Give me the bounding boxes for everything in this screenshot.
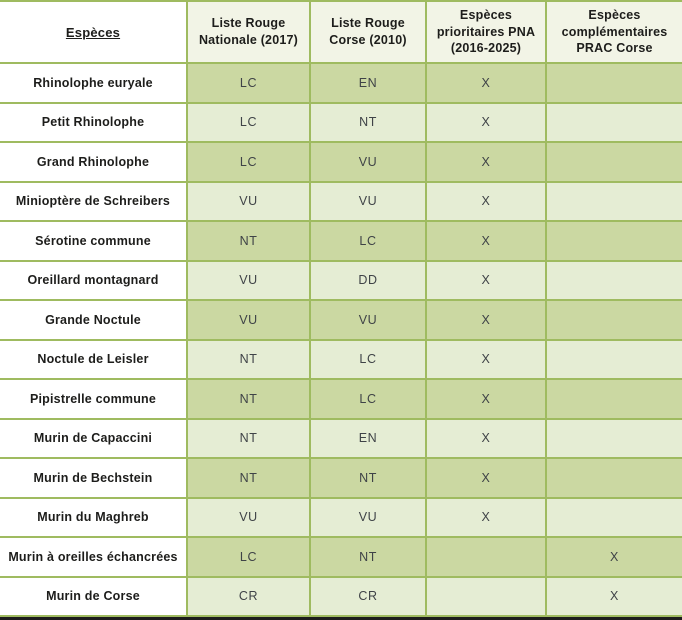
prac-cell	[547, 459, 682, 497]
liste-rouge-corse-cell: VU	[311, 143, 425, 181]
pna-cell: X	[427, 459, 545, 497]
header-especes-complementaires-prac: Espèces complémentaires PRAC Corse	[547, 2, 682, 62]
prac-cell	[547, 301, 682, 339]
species-name-cell: Sérotine commune	[0, 222, 186, 260]
liste-rouge-corse-cell: NT	[311, 103, 425, 141]
species-name-cell: Grand Rhinolophe	[0, 143, 186, 181]
pna-cell: X	[427, 380, 545, 418]
pna-cell	[427, 577, 545, 615]
liste-rouge-corse-cell: NT	[311, 459, 425, 497]
prac-cell: X	[547, 577, 682, 615]
liste-rouge-corse-cell: VU	[311, 301, 425, 339]
species-name-cell: Murin de Corse	[0, 577, 186, 615]
liste-rouge-corse-cell: NT	[311, 538, 425, 576]
liste-rouge-corse-cell: CR	[311, 577, 425, 615]
liste-rouge-corse-cell: LC	[311, 222, 425, 260]
liste-rouge-nationale-cell: NT	[188, 380, 309, 418]
liste-rouge-nationale-cell: NT	[188, 459, 309, 497]
prac-cell	[547, 261, 682, 299]
header-liste-rouge-corse: Liste Rouge Corse (2010)	[311, 2, 425, 62]
pna-cell: X	[427, 498, 545, 536]
prac-cell	[547, 498, 682, 536]
header-liste-rouge-nationale-label: Liste Rouge Nationale (2017)	[198, 16, 299, 47]
liste-rouge-nationale-cell: VU	[188, 301, 309, 339]
header-especes-prioritaires-pna-label: Espèces prioritaires PNA (2016-2025)	[436, 7, 536, 56]
species-name-cell: Petit Rhinolophe	[0, 103, 186, 141]
species-name-cell: Minioptère de Schreibers	[0, 182, 186, 220]
liste-rouge-corse-cell: EN	[311, 419, 425, 457]
pna-cell: X	[427, 143, 545, 181]
liste-rouge-nationale-cell: LC	[188, 143, 309, 181]
species-name-cell: Grande Noctule	[0, 301, 186, 339]
prac-cell	[547, 222, 682, 260]
prac-cell: X	[547, 538, 682, 576]
liste-rouge-corse-cell: EN	[311, 64, 425, 102]
bottom-edge	[0, 617, 682, 620]
prac-cell	[547, 340, 682, 378]
pna-cell: X	[427, 340, 545, 378]
liste-rouge-nationale-cell: VU	[188, 182, 309, 220]
liste-rouge-nationale-cell: VU	[188, 498, 309, 536]
species-name-cell: Pipistrelle commune	[0, 380, 186, 418]
species-name-cell: Murin à oreilles échancrées	[0, 538, 186, 576]
species-name-cell: Noctule de Leisler	[0, 340, 186, 378]
prac-cell	[547, 64, 682, 102]
pna-cell: X	[427, 222, 545, 260]
liste-rouge-corse-cell: DD	[311, 261, 425, 299]
liste-rouge-nationale-cell: LC	[188, 64, 309, 102]
species-name-cell: Rhinolophe euryale	[0, 64, 186, 102]
liste-rouge-corse-cell: LC	[311, 380, 425, 418]
species-name-cell: Oreillard montagnard	[0, 261, 186, 299]
liste-rouge-corse-cell: LC	[311, 340, 425, 378]
prac-cell	[547, 419, 682, 457]
liste-rouge-nationale-cell: CR	[188, 577, 309, 615]
liste-rouge-corse-cell: VU	[311, 182, 425, 220]
liste-rouge-corse-cell: VU	[311, 498, 425, 536]
header-species-label: Espèces	[65, 24, 121, 40]
prac-cell	[547, 380, 682, 418]
header-especes-prioritaires-pna: Espèces prioritaires PNA (2016-2025)	[427, 2, 545, 62]
species-name-cell: Murin du Maghreb	[0, 498, 186, 536]
liste-rouge-nationale-cell: LC	[188, 538, 309, 576]
pna-cell	[427, 538, 545, 576]
pna-cell: X	[427, 103, 545, 141]
prac-cell	[547, 103, 682, 141]
header-liste-rouge-nationale: Liste Rouge Nationale (2017)	[188, 2, 309, 62]
header-species: Espèces	[0, 2, 186, 62]
header-especes-complementaires-prac-label: Espèces complémentaires PRAC Corse	[561, 7, 668, 56]
prac-cell	[547, 143, 682, 181]
species-name-cell: Murin de Bechstein	[0, 459, 186, 497]
pna-cell: X	[427, 301, 545, 339]
liste-rouge-nationale-cell: NT	[188, 340, 309, 378]
species-name-cell: Murin de Capaccini	[0, 419, 186, 457]
liste-rouge-nationale-cell: NT	[188, 419, 309, 457]
pna-cell: X	[427, 64, 545, 102]
pna-cell: X	[427, 182, 545, 220]
liste-rouge-nationale-cell: NT	[188, 222, 309, 260]
prac-cell	[547, 182, 682, 220]
pna-cell: X	[427, 419, 545, 457]
liste-rouge-nationale-cell: LC	[188, 103, 309, 141]
pna-cell: X	[427, 261, 545, 299]
liste-rouge-nationale-cell: VU	[188, 261, 309, 299]
header-liste-rouge-corse-label: Liste Rouge Corse (2010)	[329, 16, 407, 47]
